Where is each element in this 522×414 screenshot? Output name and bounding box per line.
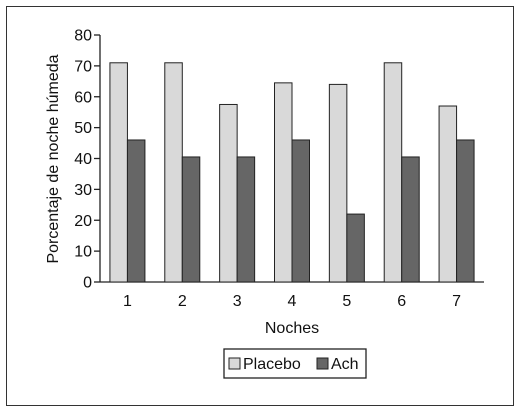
legend-swatch-placebo [228, 357, 241, 370]
x-tick-label: 3 [233, 293, 242, 310]
y-axis: 0 10 20 30 40 50 60 70 80 [74, 28, 101, 292]
y-tick-label: 70 [74, 58, 92, 75]
x-tick-label: 6 [397, 293, 406, 310]
y-tick-label: 0 [83, 275, 92, 292]
legend-label-placebo: Placebo [243, 356, 301, 373]
legend-label-ach: Ach [331, 356, 359, 373]
y-tick-label: 60 [74, 89, 92, 106]
y-tick-label: 20 [74, 213, 92, 230]
bars [109, 62, 475, 283]
legend-swatch-ach [316, 357, 329, 370]
chart-frame [6, 6, 514, 406]
y-tick-label: 10 [74, 244, 92, 261]
bar-placebo-1 [109, 62, 128, 283]
x-tick-label: 7 [452, 293, 461, 310]
x-tick-label: 2 [178, 293, 187, 310]
bar-ach-7 [456, 139, 475, 283]
bar-placebo-7 [438, 105, 458, 283]
x-axis-title: Noches [265, 320, 319, 337]
legend-box [223, 348, 367, 379]
x-tick-label: 4 [288, 293, 297, 310]
bar-placebo-2 [164, 62, 183, 283]
bar-ach-6 [401, 156, 420, 283]
y-tick-label: 40 [74, 151, 92, 168]
x-tick-label: 1 [123, 293, 132, 310]
y-axis-title: Porcentaje de noche húmeda [45, 54, 62, 263]
bar-ach-2 [181, 156, 201, 283]
bar-placebo-5 [328, 83, 348, 283]
x-tick-label: 5 [342, 293, 351, 310]
y-tick-label: 80 [74, 28, 92, 45]
y-tick-label: 50 [74, 120, 92, 137]
bar-ach-1 [126, 139, 146, 283]
bar-placebo-4 [274, 82, 293, 283]
legend: Placebo Ach [223, 348, 367, 379]
y-tick-label: 30 [74, 182, 92, 199]
bar-placebo-6 [383, 62, 403, 283]
bar-placebo-3 [219, 103, 238, 283]
bar-ach-5 [346, 213, 365, 283]
x-axis: 1 2 3 4 5 6 7 [100, 281, 484, 310]
bar-ach-4 [291, 139, 310, 283]
bar-ach-3 [236, 156, 256, 283]
